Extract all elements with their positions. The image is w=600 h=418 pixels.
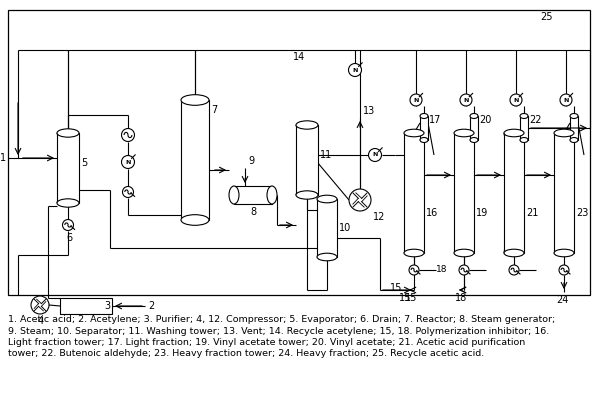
- Bar: [470, 116, 478, 140]
- Ellipse shape: [520, 138, 528, 143]
- Text: 2: 2: [148, 301, 154, 311]
- Text: 11: 11: [320, 150, 332, 160]
- Bar: [520, 116, 528, 140]
- Circle shape: [459, 265, 469, 275]
- Ellipse shape: [181, 215, 209, 225]
- Circle shape: [460, 94, 472, 106]
- Ellipse shape: [404, 129, 424, 137]
- Bar: [454, 133, 474, 253]
- Bar: [404, 133, 424, 253]
- Ellipse shape: [470, 138, 478, 143]
- Circle shape: [349, 64, 361, 76]
- Text: 1: 1: [0, 153, 6, 163]
- Text: 3: 3: [104, 301, 110, 311]
- Text: 7: 7: [211, 105, 217, 115]
- Circle shape: [122, 186, 133, 197]
- Ellipse shape: [554, 129, 574, 137]
- Text: tower; 22. Butenoic aldehyde; 23. Heavy fraction tower; 24. Heavy fraction; 25. : tower; 22. Butenoic aldehyde; 23. Heavy …: [8, 349, 484, 359]
- Ellipse shape: [454, 129, 474, 137]
- Bar: [317, 199, 337, 257]
- Ellipse shape: [420, 114, 428, 118]
- Text: N: N: [514, 97, 518, 102]
- Text: 19: 19: [476, 208, 488, 218]
- Bar: [296, 125, 318, 195]
- Ellipse shape: [420, 138, 428, 143]
- Text: N: N: [413, 97, 419, 102]
- Bar: [60, 298, 112, 314]
- Text: 22: 22: [529, 115, 542, 125]
- Ellipse shape: [554, 249, 574, 257]
- Text: N: N: [463, 97, 469, 102]
- Ellipse shape: [317, 253, 337, 261]
- Text: 20: 20: [479, 115, 491, 125]
- Text: 12: 12: [373, 212, 385, 222]
- Text: 18: 18: [455, 293, 467, 303]
- Circle shape: [410, 94, 422, 106]
- Bar: [570, 116, 578, 140]
- Text: 23: 23: [576, 208, 589, 218]
- Bar: [57, 133, 79, 203]
- Circle shape: [509, 265, 519, 275]
- Ellipse shape: [504, 249, 524, 257]
- Ellipse shape: [181, 95, 209, 105]
- Text: 25: 25: [540, 12, 553, 22]
- Bar: [8, 10, 590, 295]
- Ellipse shape: [570, 138, 578, 143]
- Text: 9. Steam; 10. Separator; 11. Washing tower; 13. Vent; 14. Recycle acetylene; 15,: 9. Steam; 10. Separator; 11. Washing tow…: [8, 326, 549, 336]
- Text: N: N: [125, 160, 131, 165]
- Bar: [554, 133, 574, 253]
- Circle shape: [349, 189, 371, 211]
- Text: 15: 15: [389, 283, 402, 293]
- Circle shape: [31, 296, 49, 314]
- Ellipse shape: [520, 114, 528, 118]
- Ellipse shape: [57, 199, 79, 207]
- Text: N: N: [563, 97, 569, 102]
- Ellipse shape: [296, 191, 318, 199]
- Text: 14: 14: [293, 52, 305, 62]
- Ellipse shape: [317, 195, 337, 203]
- Ellipse shape: [229, 186, 239, 204]
- Circle shape: [368, 148, 382, 161]
- Bar: [181, 100, 209, 220]
- Text: 15: 15: [405, 293, 417, 303]
- Ellipse shape: [404, 249, 424, 257]
- Circle shape: [409, 265, 419, 275]
- Ellipse shape: [570, 114, 578, 118]
- Ellipse shape: [454, 249, 474, 257]
- Bar: [234, 186, 272, 204]
- Ellipse shape: [504, 129, 524, 137]
- Text: 5: 5: [81, 158, 87, 168]
- Circle shape: [560, 94, 572, 106]
- Bar: [504, 133, 524, 253]
- Circle shape: [121, 128, 134, 142]
- Text: 18: 18: [436, 265, 448, 275]
- Text: 8: 8: [250, 207, 256, 217]
- Text: 1. Acetic acid; 2. Acetylene; 3. Purifier; 4, 12. Compressor; 5. Evaporator; 6. : 1. Acetic acid; 2. Acetylene; 3. Purifie…: [8, 315, 555, 324]
- Text: 21: 21: [526, 208, 538, 218]
- Text: Light fraction tower; 17. Light fraction; 19. Vinyl acetate tower; 20. Vinyl ace: Light fraction tower; 17. Light fraction…: [8, 338, 525, 347]
- Text: 16: 16: [426, 208, 438, 218]
- Text: 10: 10: [339, 223, 351, 233]
- Ellipse shape: [57, 129, 79, 137]
- Text: N: N: [352, 67, 358, 72]
- Ellipse shape: [296, 121, 318, 129]
- Text: 15: 15: [398, 293, 411, 303]
- Bar: [420, 116, 428, 140]
- Circle shape: [559, 265, 569, 275]
- Ellipse shape: [267, 186, 277, 204]
- Circle shape: [62, 219, 74, 230]
- Text: 6: 6: [66, 233, 72, 243]
- Text: 17: 17: [429, 115, 442, 125]
- Text: 13: 13: [363, 106, 375, 116]
- Circle shape: [121, 155, 134, 168]
- Text: N: N: [373, 153, 377, 158]
- Text: 4: 4: [38, 316, 44, 326]
- Text: 24: 24: [556, 295, 568, 305]
- Circle shape: [510, 94, 522, 106]
- Ellipse shape: [470, 114, 478, 118]
- Text: 9: 9: [248, 156, 254, 166]
